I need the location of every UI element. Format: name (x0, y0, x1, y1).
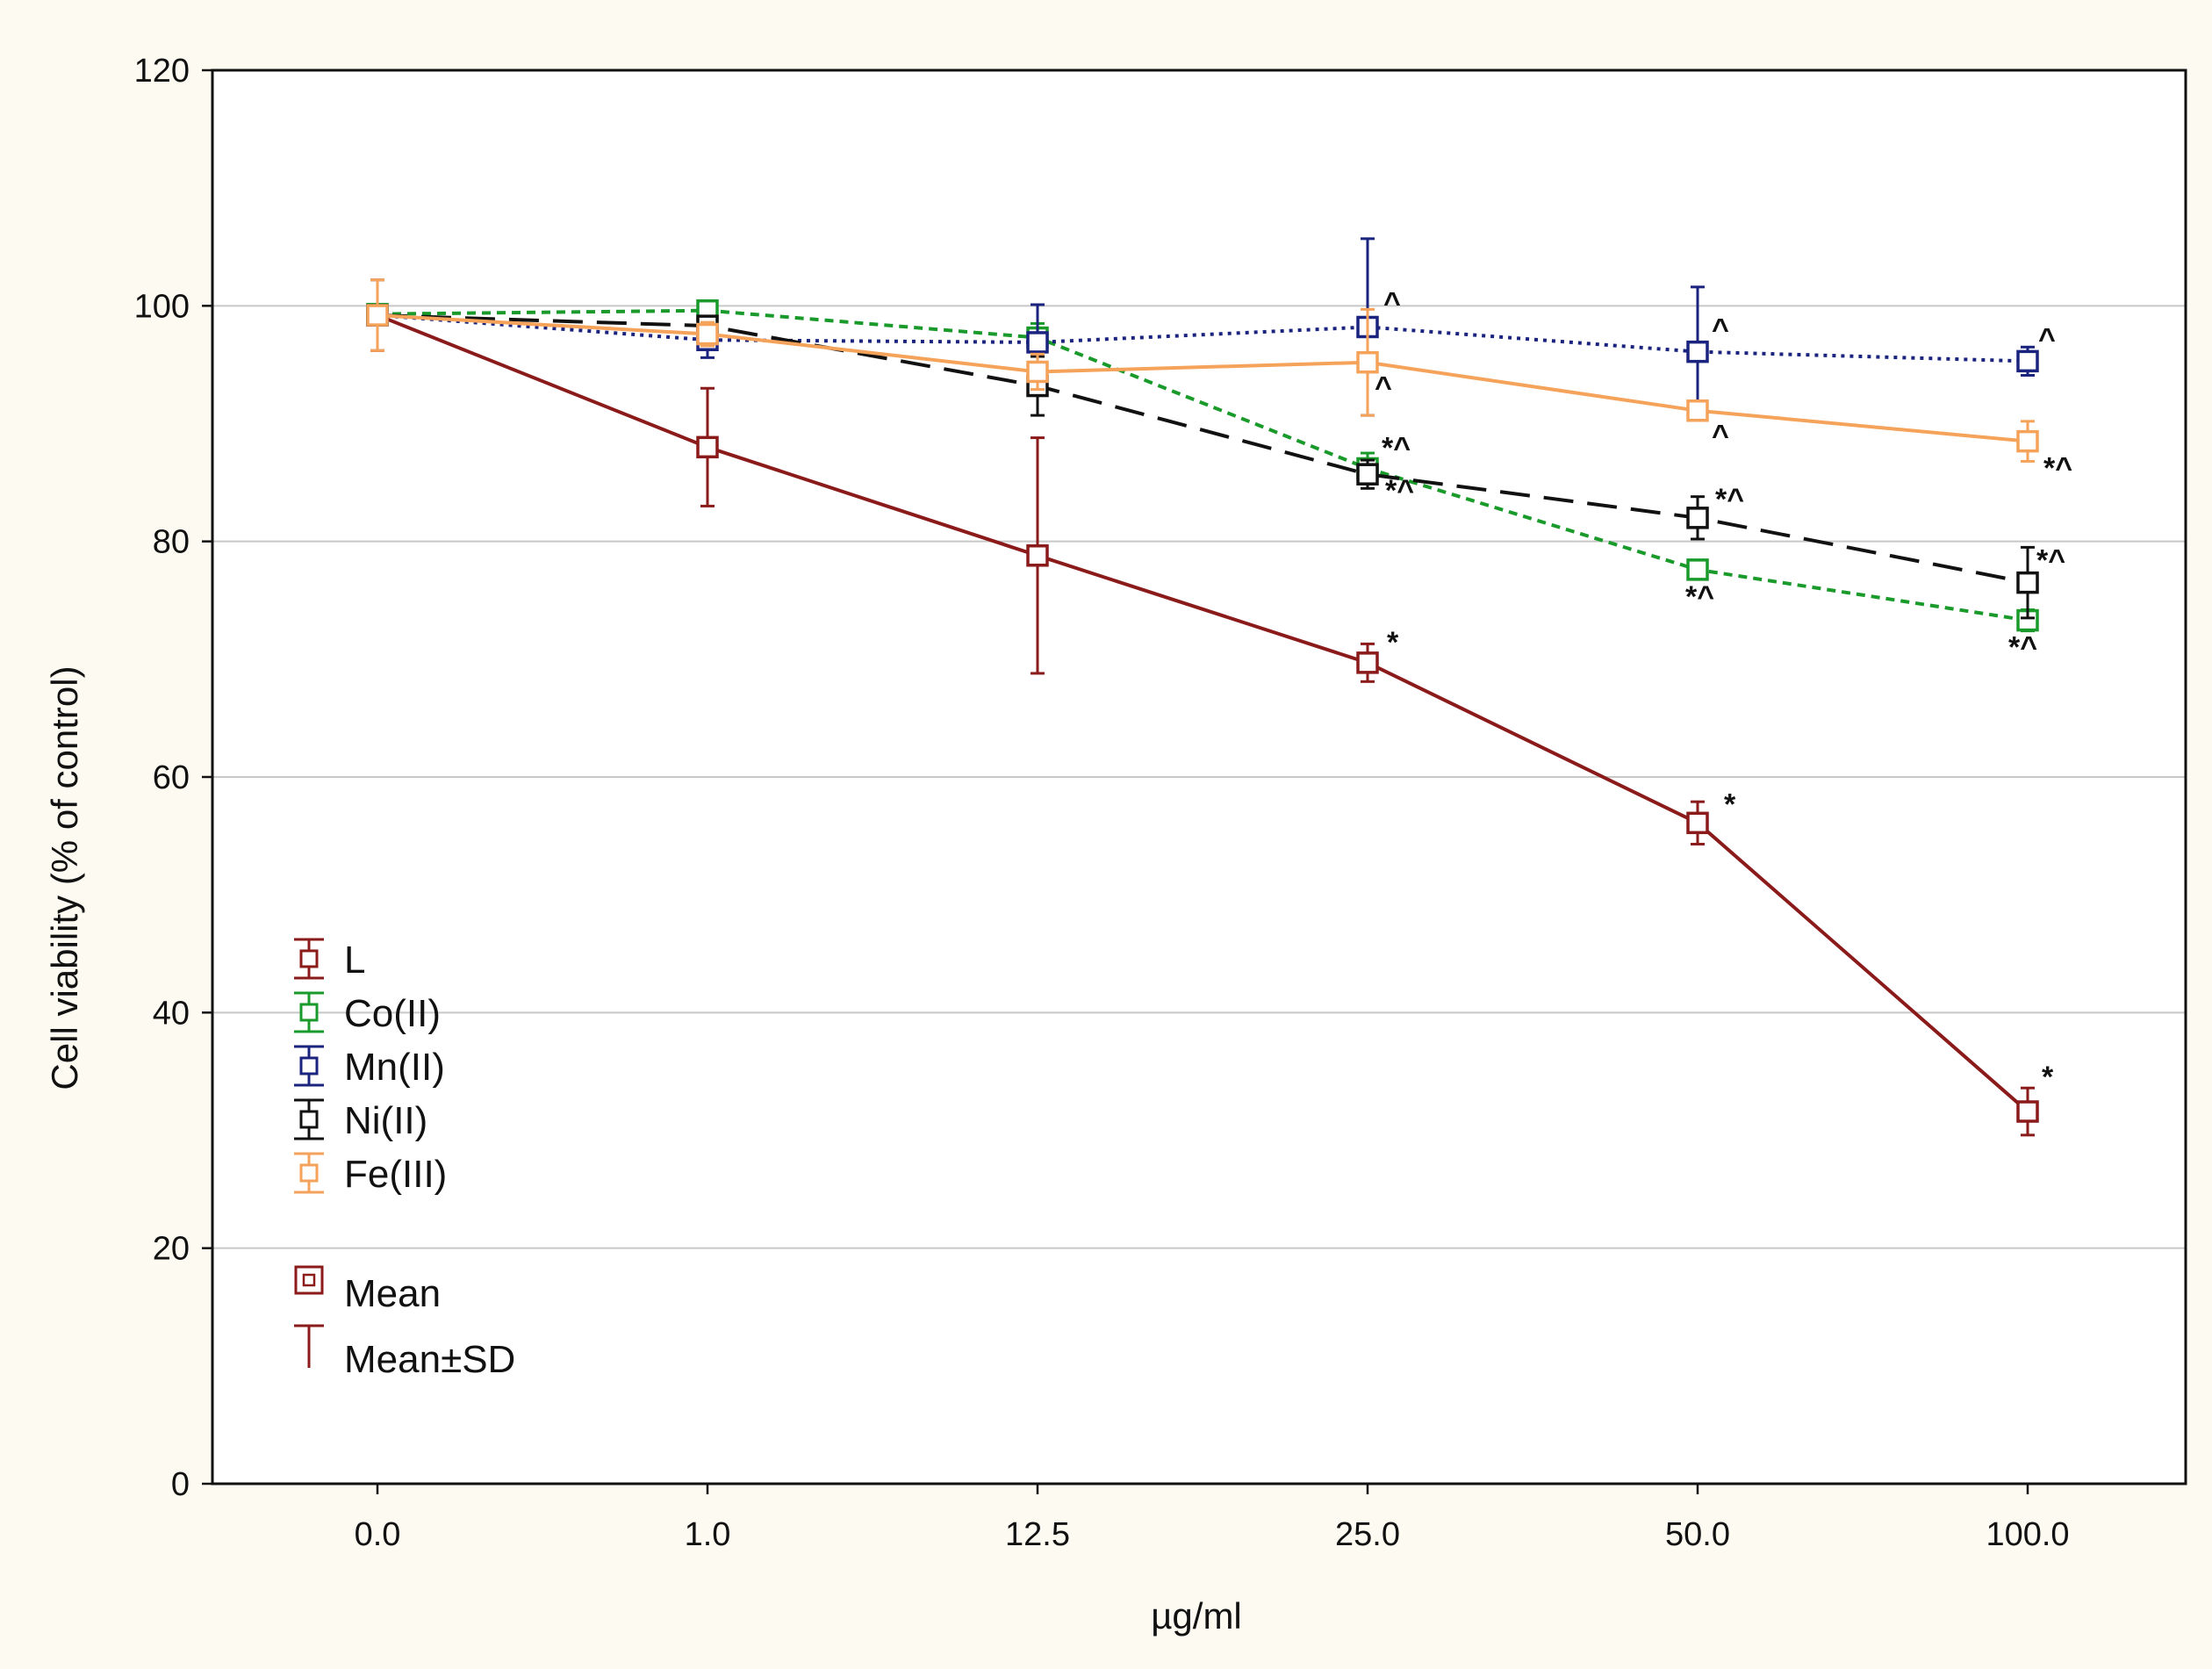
x-tick-label: 12.5 (1005, 1516, 1070, 1553)
mean-marker (696, 435, 719, 459)
legend-marker (299, 1163, 319, 1183)
significance-label: ^ (1712, 313, 1729, 347)
mean-marker (1686, 811, 1709, 835)
mean-marker (1356, 463, 1379, 486)
series-l (366, 278, 2039, 1137)
significance-label: * (1724, 788, 1736, 821)
series-line (377, 313, 2029, 363)
mean-marker (2016, 429, 2039, 453)
y-tick-label: 20 (153, 1231, 190, 1268)
significance-label: *^ (2036, 544, 2065, 578)
x-tick-label: 0.0 (355, 1516, 401, 1553)
legend-sd-label: Mean±SD (344, 1338, 515, 1381)
mean-marker (1686, 507, 1709, 529)
y-tick-label: 0 (171, 1466, 190, 1503)
y-tick-label: 120 (134, 53, 190, 90)
series-line (377, 313, 2029, 585)
y-tick-label: 40 (153, 995, 190, 1032)
legend-item: Co(II) (294, 991, 441, 1035)
mean-marker (1026, 360, 1049, 384)
legend-item: Ni(II) (294, 1098, 427, 1142)
mean-marker (1686, 399, 1709, 422)
mean-marker (1026, 544, 1049, 567)
legend-item: Fe(III) (294, 1152, 447, 1196)
legend-mean-marker (294, 1265, 324, 1295)
mean-marker (1026, 331, 1049, 354)
series-line (377, 313, 2029, 443)
legend-label: Fe(III) (344, 1153, 447, 1196)
mean-marker (1356, 651, 1379, 674)
series-line (377, 313, 2029, 1113)
legend-label: Mn(II) (344, 1046, 445, 1089)
legend-item: L (294, 938, 365, 982)
y-axis-title: Cell viability (% of control) (44, 665, 85, 1090)
significance-label: * (2042, 1061, 2054, 1094)
mean-marker (366, 304, 389, 327)
mean-marker (696, 322, 719, 346)
significance-label: *^ (1385, 474, 1414, 507)
legend-item: Mn(II) (294, 1045, 445, 1089)
mean-marker (2016, 571, 2039, 594)
legend-marker (299, 1056, 319, 1075)
x-tick-label: 25.0 (1335, 1516, 1400, 1553)
mean-marker (1686, 340, 1709, 363)
x-axis-title: µg/ml (1151, 1595, 1242, 1637)
legend-sd: Mean±SD (294, 1324, 515, 1381)
legend-mean-label: Mean (344, 1272, 441, 1315)
legend-marker (299, 1110, 319, 1129)
y-tick-label: 100 (134, 288, 190, 325)
significance-label: ^ (1383, 286, 1401, 320)
significance-label: *^ (1715, 483, 1744, 516)
significance-label: *^ (2008, 631, 2037, 665)
significance-label: *^ (2043, 452, 2072, 486)
legend-label: L (344, 939, 365, 982)
mean-marker (1686, 558, 1709, 581)
mean-marker (2016, 349, 2039, 373)
significance-label: *^ (1382, 431, 1411, 464)
significance-label: * (1387, 626, 1399, 659)
significance-label: ^ (1375, 371, 1392, 405)
legend-mean: Mean (294, 1265, 441, 1315)
x-tick-label: 50.0 (1665, 1516, 1730, 1553)
legend-marker (299, 949, 319, 968)
significance-label: ^ (2038, 322, 2056, 356)
series-feiii (366, 278, 2039, 463)
x-tick-label: 1.0 (685, 1516, 731, 1553)
legend-label: Co(II) (344, 992, 441, 1035)
y-tick-label: 60 (153, 759, 190, 796)
plot-border (211, 68, 2187, 1486)
mean-marker (2016, 1100, 2039, 1123)
legend-label: Ni(II) (344, 1099, 427, 1142)
legend-marker (299, 1003, 319, 1022)
x-tick-label: 100.0 (1986, 1516, 2069, 1553)
legend-mean-inner (302, 1273, 316, 1287)
series-line (377, 308, 2029, 622)
mean-marker (1356, 350, 1379, 374)
y-tick-label: 80 (153, 524, 190, 561)
significance-label: ^ (1712, 420, 1729, 453)
significance-label: *^ (1685, 580, 1714, 614)
